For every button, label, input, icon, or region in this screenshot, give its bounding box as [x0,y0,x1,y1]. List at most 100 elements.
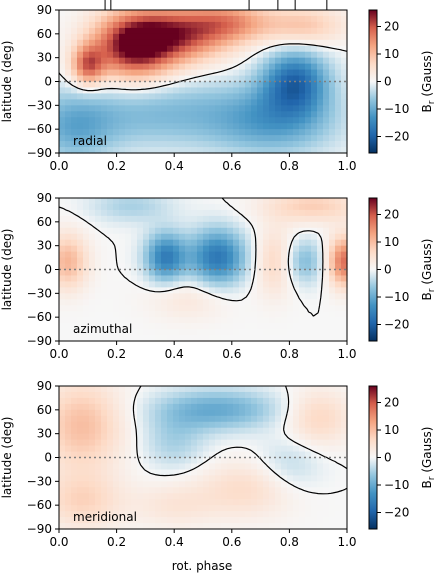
heatmap-cell [287,33,294,41]
heatmap-cell [185,335,192,342]
heatmap-cell [227,263,234,271]
heatmap-cell [227,51,234,59]
heatmap-cell [227,311,234,318]
heatmap-cell [143,275,150,283]
heatmap-cell [251,93,258,100]
heatmap-cell [173,493,180,500]
heatmap-cell [305,469,312,476]
heatmap-cell [65,257,72,265]
heatmap-cell [155,517,162,524]
y-axis-label: latitude (deg) [0,229,14,311]
heatmap-cell [179,391,186,399]
heatmap-cell [173,129,180,136]
heatmap-cell [101,487,108,494]
heatmap-cell [287,45,294,53]
heatmap-cell [209,233,216,241]
heatmap-cell [161,57,168,65]
heatmap-cell [167,39,174,47]
heatmap-cell [299,481,306,488]
heatmap-cell [257,21,264,29]
heatmap-cell [263,323,270,330]
heatmap-cell [113,245,120,253]
heatmap-cell [323,427,330,435]
heatmap-cell [197,493,204,500]
heatmap-cell [245,105,252,112]
heatmap-cell [113,409,120,417]
heatmap-cell [137,415,144,423]
heatmap-cell [149,433,156,441]
heatmap-cell [269,239,276,247]
heatmap-cell [131,233,138,241]
heatmap-cell [167,397,174,405]
heatmap-cell [185,51,192,59]
heatmap-cell [167,323,174,330]
heatmap-cell [95,499,102,506]
heatmap-cell [215,33,222,41]
heatmap-cell [329,263,336,271]
heatmap-cell [119,517,126,524]
heatmap-cell [233,403,240,411]
heatmap-cell [221,10,228,17]
heatmap-cell [335,421,342,429]
heatmap-cell [125,93,132,100]
heatmap-cell [299,87,306,95]
heatmap-cell [131,69,138,77]
heatmap-cell [287,391,294,399]
heatmap-cell [311,198,318,205]
heatmap-cell [77,93,84,100]
heatmap-cell [197,463,204,471]
x-tick-label: 0.6 [222,159,241,173]
heatmap-cell [101,457,108,465]
heatmap-cell [215,329,222,336]
heatmap-cell [167,415,174,423]
heatmap-cell [71,117,78,124]
heatmap-cell [185,305,192,312]
heatmap-cell [83,481,90,488]
heatmap-cell [233,51,240,59]
heatmap-cell [113,403,120,411]
colorbar-tick-label: −20 [384,506,409,520]
heatmap-cell [299,445,306,453]
heatmap-cell [71,317,78,324]
heatmap-cell [341,39,348,47]
y-axis-label: latitude (deg) [0,41,14,123]
heatmap-cell [263,15,270,23]
heatmap-cell [185,293,192,300]
heatmap-cell [191,257,198,265]
heatmap-cell [311,475,318,482]
heatmap-cell [161,99,168,106]
heatmap-cell [185,386,192,393]
heatmap-cell [299,129,306,136]
heatmap-cell [149,305,156,312]
heatmap-cell [173,263,180,271]
heatmap-cell [107,111,114,118]
heatmap-cell [335,57,342,65]
heatmap-cell [191,275,198,283]
heatmap-cell [305,481,312,488]
heatmap-cell [113,427,120,435]
heatmap-cell [251,457,258,465]
heatmap-cell [137,317,144,324]
heatmap-cell [77,239,84,247]
heatmap-cell [239,499,246,506]
heatmap-cell [335,439,342,447]
heatmap-cell [305,45,312,53]
heatmap-cell [185,409,192,417]
heatmap-cell [233,63,240,71]
heatmap-cell [113,99,120,106]
heatmap-cell [203,487,210,494]
heatmap-cell [71,323,78,330]
heatmap-cell [227,135,234,142]
heatmap-cell [173,287,180,294]
heatmap-cell [83,10,90,17]
heatmap-cell [95,123,102,130]
heatmap-cell [257,15,264,23]
heatmap-cell [239,227,246,235]
heatmap-cell [257,335,264,342]
heatmap-cell [161,239,168,247]
heatmap-cell [191,81,198,89]
heatmap-cell [149,299,156,306]
heatmap-cell [179,251,186,259]
heatmap-cell [89,293,96,300]
heatmap-cell [215,198,222,205]
